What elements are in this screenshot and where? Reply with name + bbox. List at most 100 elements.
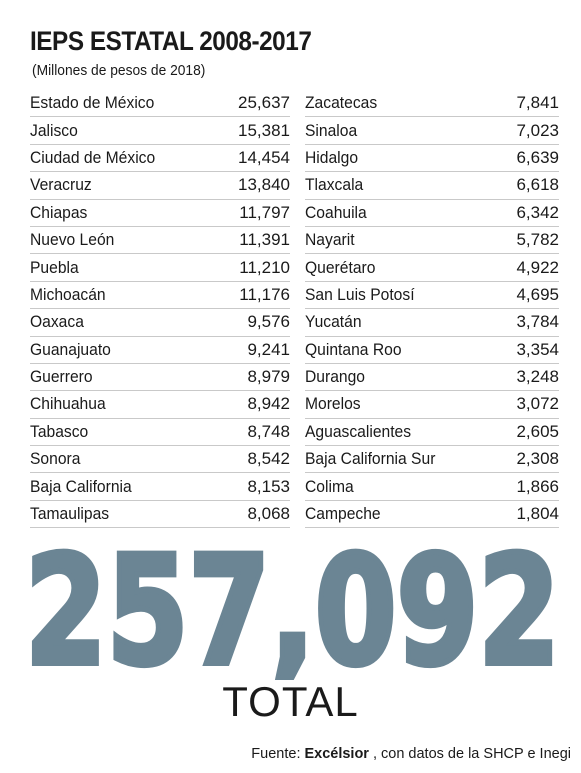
amount: 2,605 — [516, 421, 559, 441]
table-row: Querétaro 4,922 — [305, 254, 559, 282]
amount: 8,979 — [247, 367, 290, 387]
state: Coahuila — [305, 202, 367, 222]
source-prefix: Fuente: — [251, 746, 301, 762]
amount: 3,072 — [516, 394, 559, 414]
table-row: Sonora 8,542 — [30, 446, 290, 474]
amount: 7,841 — [516, 93, 559, 113]
state: Quintana Roo — [305, 339, 402, 359]
state: Nuevo León — [30, 230, 115, 250]
table-row: Veracruz 13,840 — [30, 172, 290, 200]
table-row: Chiapas 11,797 — [30, 200, 290, 227]
state: Hidalgo — [305, 147, 359, 167]
state: San Luis Potosí — [305, 284, 415, 304]
table-row: Quintana Roo 3,354 — [305, 337, 559, 364]
state: Ciudad de México — [30, 147, 156, 167]
state: Zacatecas — [305, 93, 378, 113]
source-suffix: , con datos de la SHCP e Inegi — [372, 746, 571, 762]
table-row: San Luis Potosí 4,695 — [305, 282, 559, 310]
table-row: Campeche 1,804 — [305, 501, 559, 529]
table-row: Baja California 8,153 — [30, 473, 290, 501]
state: Durango — [305, 367, 366, 387]
amount: 11,176 — [239, 284, 290, 304]
state: Baja California — [30, 476, 132, 496]
table-row: Ciudad de México 14,454 — [30, 145, 290, 173]
table-row: Puebla 11,210 — [30, 254, 290, 282]
table-row: Coahuila 6,342 — [305, 200, 559, 227]
amount: 6,618 — [516, 175, 559, 195]
amount: 11,210 — [239, 257, 290, 277]
state: Veracruz — [30, 175, 92, 195]
table-right: Zacatecas 7,841 Sinaloa 7,023 Hidalgo 6,639 Tl… — [305, 90, 559, 529]
state: Chihuahua — [30, 394, 106, 414]
table-row: Colima 1,866 — [305, 473, 559, 501]
amount: 8,068 — [247, 504, 290, 524]
amount: 25,637 — [238, 93, 290, 113]
state: Querétaro — [305, 257, 376, 277]
source-brand: Excélsior — [304, 746, 369, 762]
subtitle: (Millones de pesos de 2018) — [32, 62, 206, 79]
state: Tabasco — [30, 421, 89, 441]
table-row: Guerrero 8,979 — [30, 364, 290, 392]
amount: 6,342 — [516, 202, 559, 222]
amount: 2,308 — [516, 449, 559, 469]
state: Yucatán — [305, 312, 362, 332]
amount: 4,695 — [516, 284, 559, 304]
table-row: Durango 3,248 — [305, 364, 559, 392]
table-row: Aguascalientes 2,605 — [305, 419, 559, 447]
state: Guerrero — [30, 367, 93, 387]
amount: 8,748 — [247, 421, 290, 441]
state: Sinaloa — [305, 120, 358, 140]
table-row: Tabasco 8,748 — [30, 419, 290, 447]
amount: 15,381 — [238, 120, 290, 140]
amount: 8,942 — [247, 394, 290, 414]
state: Sonora — [30, 449, 81, 469]
state: Michoacán — [30, 284, 106, 304]
state: Morelos — [305, 394, 361, 414]
table-left: Estado de México 25,637 Jalisco 15,381 Ciuda… — [30, 90, 290, 529]
total-label: TOTAL — [222, 678, 359, 725]
table-row: Zacatecas 7,841 — [305, 90, 559, 118]
amount: 13,840 — [238, 175, 290, 195]
table-row: Nuevo León 11,391 — [30, 227, 290, 255]
amount: 5,782 — [516, 230, 559, 250]
amount: 14,454 — [238, 147, 290, 167]
table-row: Guanajuato 9,241 — [30, 337, 290, 364]
state: Colima — [305, 476, 354, 496]
amount: 6,639 — [516, 147, 559, 167]
amount: 8,153 — [247, 476, 290, 496]
source: Fuente: Excélsior, con datos de la SHCP e… — [251, 746, 571, 762]
state: Jalisco — [30, 120, 78, 140]
table-row: Oaxaca 9,576 — [30, 309, 290, 337]
amount: 8,542 — [247, 449, 290, 469]
state: Puebla — [30, 257, 79, 277]
table-row: Baja California Sur 2,308 — [305, 446, 559, 474]
table-row: Tlaxcala 6,618 — [305, 172, 559, 200]
total-value: 257,092 — [25, 545, 560, 680]
amount: 9,241 — [247, 339, 290, 359]
amount: 11,391 — [239, 230, 290, 250]
state: Campeche — [305, 504, 381, 524]
amount: 7,023 — [516, 120, 559, 140]
amount: 4,922 — [516, 257, 559, 277]
table-row: Michoacán 11,176 — [30, 282, 290, 310]
state: Guanajuato — [30, 339, 111, 359]
state: Estado de México — [30, 93, 155, 113]
amount: 1,866 — [516, 476, 559, 496]
state: Oaxaca — [30, 312, 84, 332]
table-row: Sinaloa 7,023 — [305, 117, 559, 145]
table-row: Estado de México 25,637 — [30, 90, 290, 118]
state: Aguascalientes — [305, 421, 412, 441]
table-row: Chihuahua 8,942 — [30, 391, 290, 419]
amount: 3,784 — [516, 312, 559, 332]
state: Tamaulipas — [30, 504, 110, 524]
table-row: Nayarit 5,782 — [305, 227, 559, 255]
table-row: Morelos 3,072 — [305, 391, 559, 419]
table-row: Hidalgo 6,639 — [305, 145, 559, 173]
amount: 1,804 — [516, 504, 559, 524]
amount: 9,576 — [247, 312, 290, 332]
state: Chiapas — [30, 202, 88, 222]
state: Nayarit — [305, 230, 355, 250]
amount: 3,354 — [516, 339, 559, 359]
state: Tlaxcala — [305, 175, 364, 195]
